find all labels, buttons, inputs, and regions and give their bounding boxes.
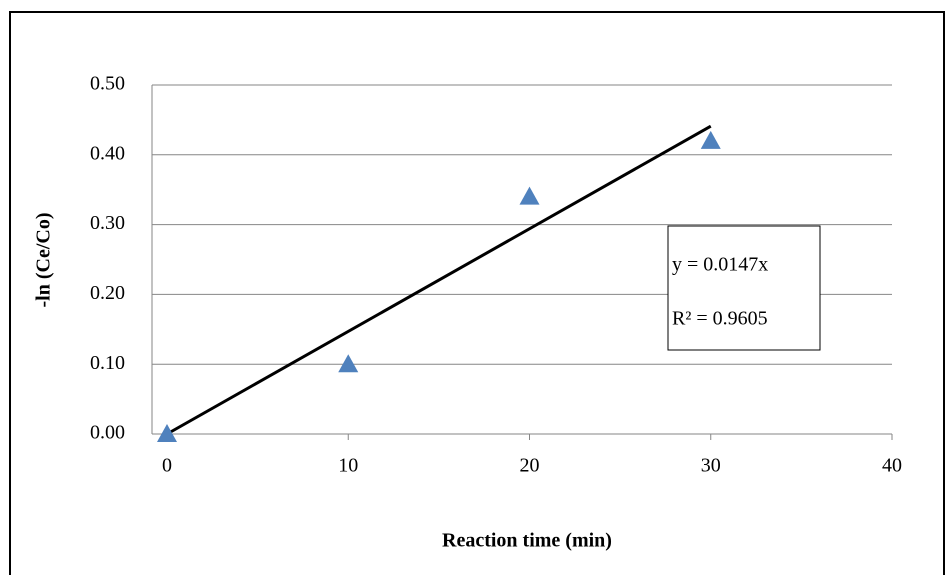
- y-tick-label: 0.00: [90, 422, 125, 444]
- y-tick-label: 0.50: [90, 73, 125, 95]
- trendline-r-squared: R² = 0.9605: [672, 308, 768, 330]
- trendline-equation: y = 0.0147x: [672, 254, 768, 276]
- data-point: [338, 354, 359, 373]
- y-tick-label: 0.30: [90, 212, 125, 234]
- x-axis-title: Reaction time (min): [442, 530, 612, 552]
- data-point: [519, 186, 540, 205]
- equation-box: [667, 225, 821, 351]
- y-tick-label: 0.20: [90, 282, 125, 304]
- x-tick-label: 0: [162, 455, 172, 477]
- y-tick-label: 0.10: [90, 352, 125, 374]
- y-tick-label: 0.40: [90, 142, 125, 164]
- data-point: [700, 130, 721, 149]
- x-tick-label: 30: [701, 455, 721, 477]
- data-point: [157, 424, 177, 442]
- x-tick-label: 20: [520, 455, 540, 477]
- x-tick-label: 40: [882, 455, 902, 477]
- y-axis-title: -ln (Ce/Co): [33, 213, 55, 308]
- trendline: [166, 124, 712, 436]
- x-tick-label: 10: [338, 455, 358, 477]
